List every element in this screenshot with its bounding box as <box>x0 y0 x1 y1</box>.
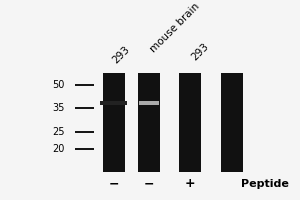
Text: −: − <box>108 177 119 190</box>
Bar <box>138 73 160 172</box>
Text: −: − <box>144 177 154 190</box>
Bar <box>103 73 125 172</box>
Text: mouse brain: mouse brain <box>148 1 201 54</box>
Bar <box>100 101 127 105</box>
Text: 35: 35 <box>52 103 65 113</box>
Bar <box>220 73 243 172</box>
Bar <box>140 101 159 105</box>
Text: 25: 25 <box>52 127 65 137</box>
Text: 293: 293 <box>189 41 210 62</box>
Text: Peptide: Peptide <box>241 179 288 189</box>
Text: 50: 50 <box>52 80 65 90</box>
Text: 20: 20 <box>52 144 65 154</box>
Text: 293: 293 <box>111 44 132 66</box>
Text: +: + <box>185 177 196 190</box>
Bar <box>179 73 201 172</box>
